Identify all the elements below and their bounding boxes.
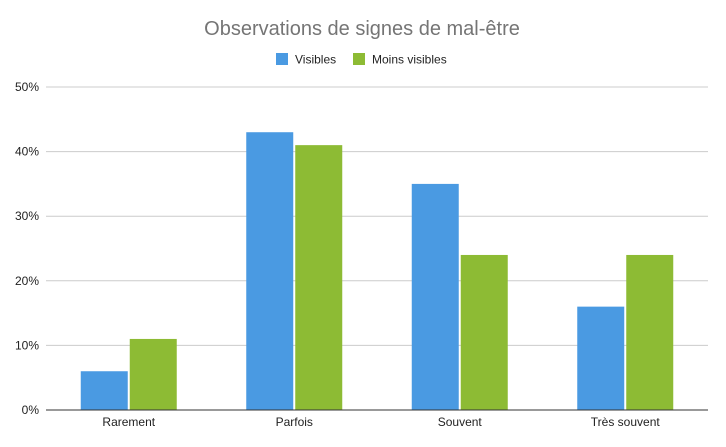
x-axis-tick-labels: Rarement Parfois Souvent Très souvent: [102, 415, 660, 429]
bar: [295, 145, 343, 410]
x-tick-label: Souvent: [438, 415, 483, 429]
legend: Visibles Moins visibles: [276, 53, 447, 67]
bars: [80, 132, 674, 410]
gridlines: [46, 86, 708, 346]
y-axis-tick-labels: 0% 10% 20% 30% 40% 50%: [15, 80, 39, 417]
y-tick-label: 10%: [15, 338, 39, 352]
legend-swatch-moins-visibles: [353, 53, 365, 65]
y-tick-label: 0%: [22, 403, 40, 417]
chart-title: Observations de signes de mal-être: [204, 18, 520, 40]
bar: [80, 371, 128, 410]
legend-label-moins-visibles: Moins visibles: [372, 53, 447, 67]
bar: [246, 132, 294, 410]
bar: [460, 254, 508, 410]
y-tick-label: 30%: [15, 209, 39, 223]
bar: [129, 338, 177, 410]
y-tick-label: 20%: [15, 274, 39, 288]
y-tick-label: 40%: [15, 145, 39, 159]
x-tick-label: Rarement: [102, 415, 155, 429]
legend-swatch-visibles: [276, 53, 288, 65]
x-tick-label: Parfois: [276, 415, 313, 429]
y-tick-label: 50%: [15, 80, 39, 94]
legend-label-visibles: Visibles: [295, 53, 336, 67]
bar: [626, 254, 674, 410]
bar: [411, 183, 459, 410]
bar: [577, 306, 625, 410]
x-tick-label: Très souvent: [591, 415, 661, 429]
